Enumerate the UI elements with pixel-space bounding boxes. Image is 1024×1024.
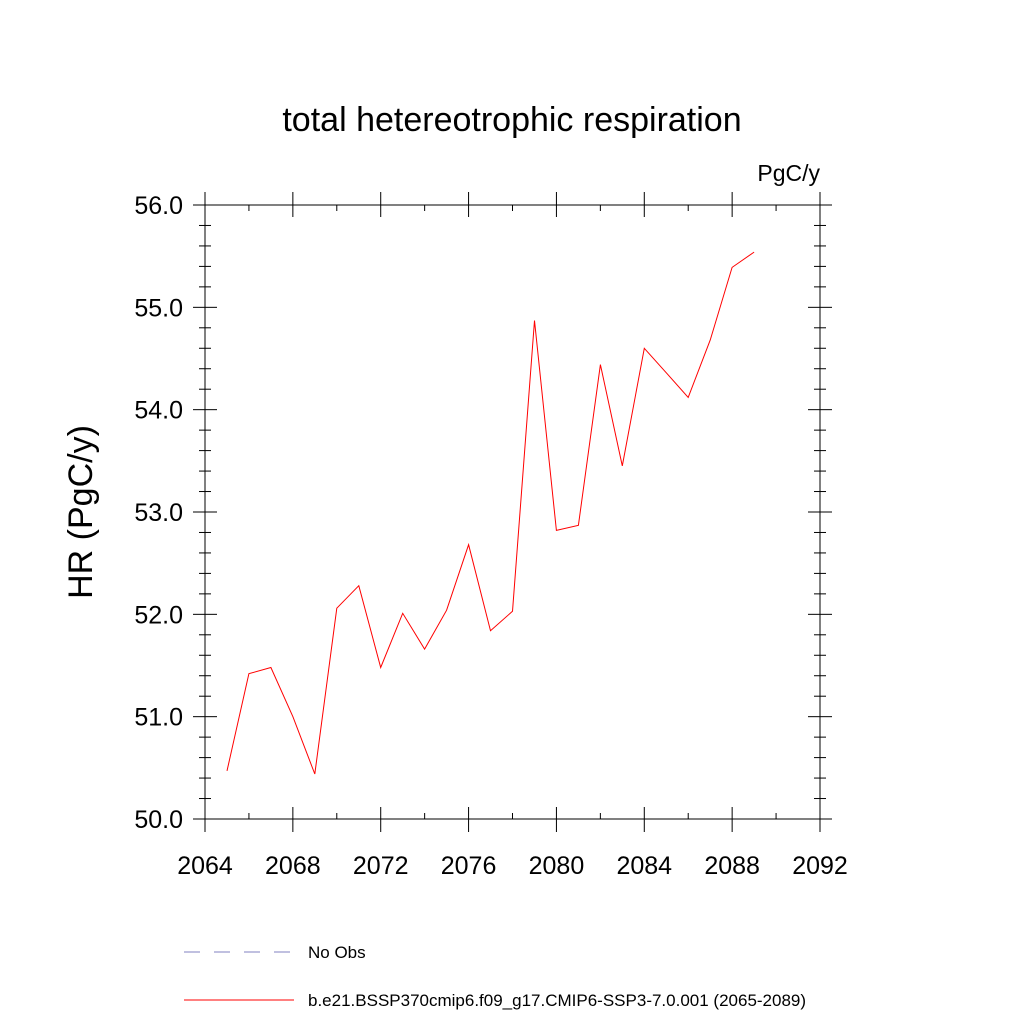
x-tick-label: 2084 [616, 852, 672, 880]
x-tick-label: 2068 [265, 852, 321, 880]
x-tick-label: 2076 [441, 852, 497, 880]
legend-label-model: b.e21.BSSP370cmip6.f09_g17.CMIP6-SSP3-7.… [308, 991, 806, 1010]
x-tick-label: 2088 [704, 852, 760, 880]
units-label: PgC/y [757, 160, 820, 186]
x-tick-label: 2072 [353, 852, 409, 880]
y-tick-label: 51.0 [134, 704, 183, 732]
axis-ticks [193, 192, 832, 832]
chart-title: total hetereotrophic respiration [282, 101, 741, 139]
y-tick-label: 50.0 [134, 806, 183, 834]
y-axis-label: HR (PgC/y) [62, 425, 100, 599]
x-tick-label: 2064 [177, 852, 233, 880]
y-tick-label: 54.0 [134, 397, 183, 425]
x-tick-label: 2092 [792, 852, 848, 880]
x-tick-label: 2080 [529, 852, 585, 880]
y-tick-labels: 50.0 51.0 52.0 53.0 54.0 55.0 56.0 [134, 192, 183, 834]
y-tick-label: 52.0 [134, 601, 183, 629]
x-tick-labels: 2064 2068 2072 2076 2080 2084 2088 2092 [177, 852, 848, 880]
series-line [226, 251, 755, 775]
series-layer [226, 251, 755, 775]
y-tick-label: 53.0 [134, 499, 183, 527]
y-tick-label: 56.0 [134, 192, 183, 220]
legend-label-no-obs: No Obs [308, 943, 366, 962]
plot-frame [204, 204, 821, 820]
y-tick-label: 55.0 [134, 294, 183, 322]
